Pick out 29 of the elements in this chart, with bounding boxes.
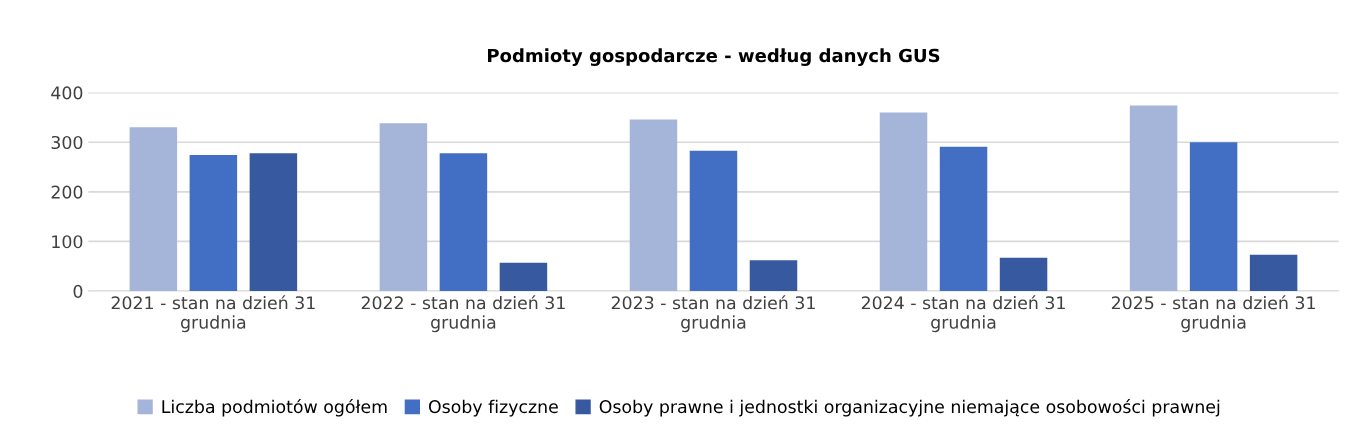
x-tick-label: 2022 - stan na dzień 31 grudnia	[361, 295, 565, 333]
y-tick-label: 400	[51, 86, 83, 100]
legend-label: Liczba podmiotów ogółem	[162, 399, 387, 417]
bar	[999, 257, 1048, 292]
bar	[129, 127, 178, 292]
x-tick-label: 2025 - stan na dzień 31 grudnia	[1111, 295, 1315, 333]
bar	[189, 155, 238, 292]
x-tick-label: 2021 - stan na dzień 31 grudnia	[111, 295, 315, 333]
bar	[629, 119, 678, 292]
y-tick-label: 100	[52, 235, 83, 249]
bar	[1249, 254, 1298, 292]
y-tick-label: 200	[51, 185, 83, 199]
bar	[1189, 142, 1238, 292]
bar	[749, 260, 798, 292]
x-tick-label: 2024 - stan na dzień 31 grudnia	[861, 295, 1065, 333]
bar	[1129, 105, 1178, 292]
bar	[439, 153, 488, 292]
bar	[499, 262, 548, 292]
bar	[249, 153, 298, 292]
y-tick-label: 300	[51, 135, 83, 150]
chart-title: Podmioty gospodarcze - według danych GUS	[488, 48, 940, 66]
bar	[879, 112, 928, 292]
x-tick-label: 2023 - stan na dzień 31 grudnia	[611, 295, 815, 333]
bar	[939, 146, 988, 292]
bar	[379, 123, 428, 292]
bar	[689, 150, 738, 292]
y-tick-label: 0	[73, 284, 83, 298]
legend-label: Osoby prawne i jednostki organizacyjne niemające osobowości prawnej	[599, 399, 1220, 417]
legend-label: Osoby fizyczne	[428, 399, 558, 417]
